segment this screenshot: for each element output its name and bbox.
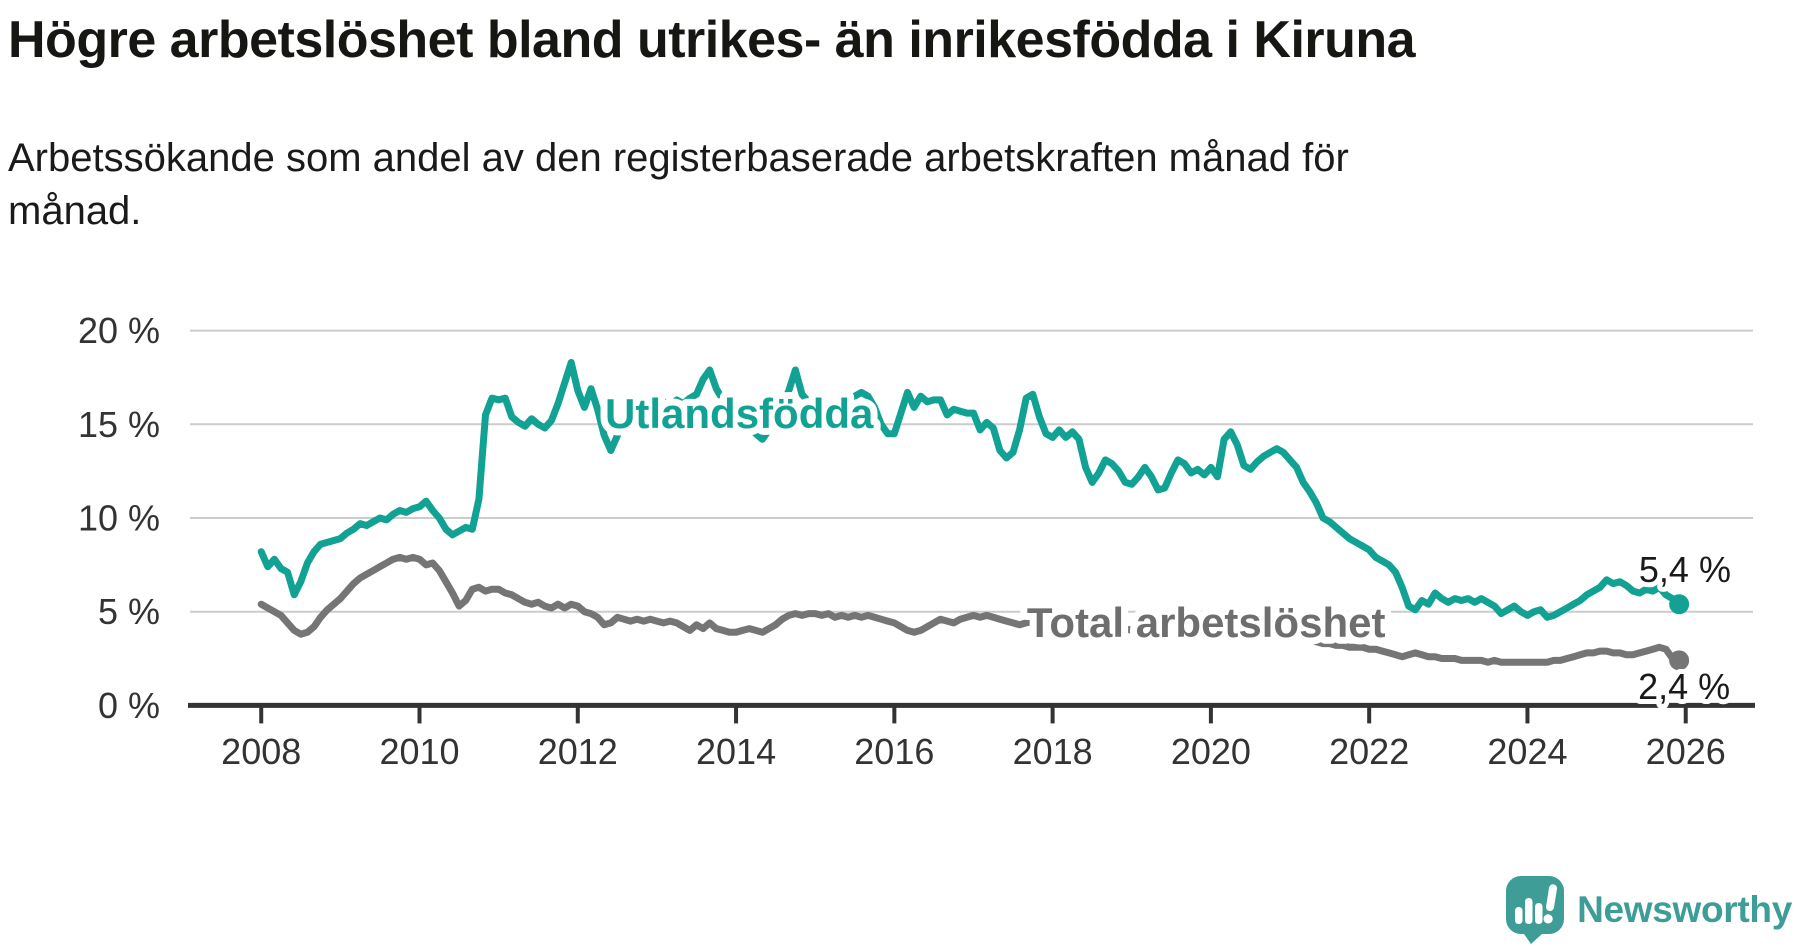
brand-footer: Newsworthy [1506, 876, 1792, 944]
y-axis-tick-label: 10 % [78, 498, 160, 539]
x-axis-tick-label: 2018 [1013, 731, 1093, 772]
x-axis-tick-label: 2016 [854, 731, 934, 772]
end-value-label: 5,4 % [1639, 549, 1731, 590]
exclamation-icon [1543, 884, 1558, 924]
x-axis-tick-label: 2014 [696, 731, 776, 772]
bar-chart-icon [1515, 898, 1543, 924]
x-axis-tick-label: 2022 [1329, 731, 1409, 772]
series-label: Total arbetslöshet [1027, 599, 1386, 646]
x-axis-tick-label: 2026 [1646, 731, 1726, 772]
data-line-utlandsfodda [257, 359, 1683, 621]
newsworthy-logo [1506, 876, 1565, 944]
x-axis-tick-label: 2012 [538, 731, 618, 772]
y-axis-tick-label: 0 % [98, 685, 160, 726]
y-axis-tick-label: 20 % [78, 310, 160, 351]
data-line-total [257, 553, 1683, 666]
chart-title: Högre arbetslöshet bland utrikes- än inr… [8, 11, 1416, 69]
x-axis-tick-label: 2008 [221, 731, 301, 772]
x-axis-tick-label: 2024 [1487, 731, 1567, 772]
end-value-label: 2,4 % [1638, 666, 1730, 707]
x-axis-tick-label: 2010 [379, 731, 459, 772]
x-axis-tick-label: 2020 [1171, 731, 1251, 772]
end-point-marker [1669, 594, 1690, 615]
chart-subtitle: Arbetssökande som andel av den registerb… [8, 136, 1349, 233]
end-point-marker [1669, 650, 1690, 671]
brand-name: Newsworthy [1577, 889, 1792, 930]
series-label: Utlandsfödda [605, 390, 874, 437]
y-axis-tick-label: 5 % [98, 591, 160, 632]
y-axis-tick-label: 15 % [78, 404, 160, 445]
